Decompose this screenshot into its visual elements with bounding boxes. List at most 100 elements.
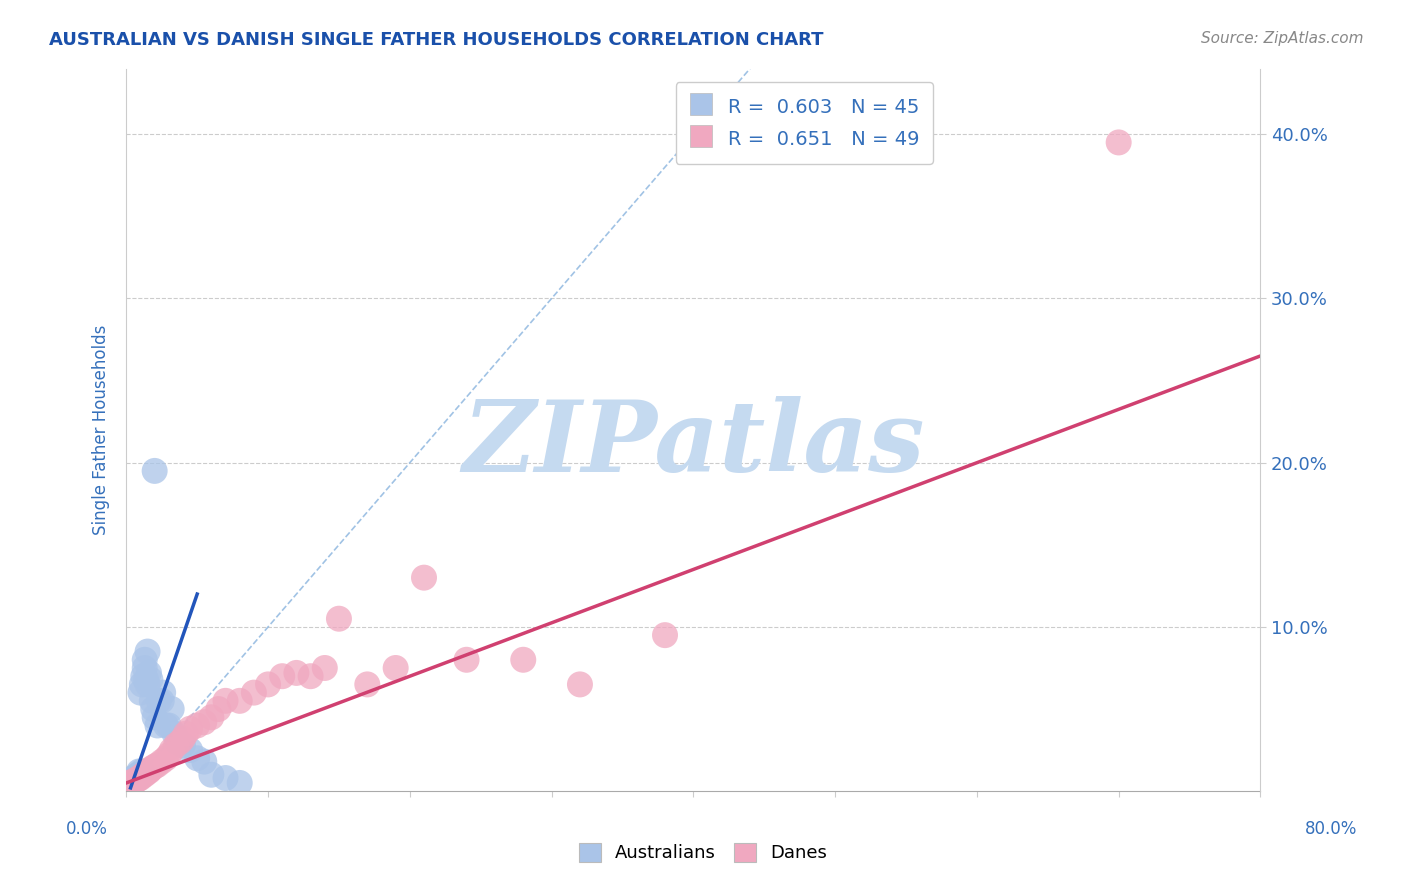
Point [136,644,159,658]
Point [127,772,149,787]
Point [120,776,142,790]
Point [138,665,160,680]
Point [124,772,146,787]
Point [243,685,266,699]
Point [134,653,156,667]
Point [193,755,215,769]
Point [127,771,149,785]
Point [200,710,222,724]
Point [169,735,191,749]
Text: 80.0%: 80.0% [1305,820,1358,838]
Point [314,661,336,675]
Point [568,677,591,691]
Point [200,768,222,782]
Point [186,718,208,732]
Point [134,768,156,782]
Point [152,685,174,699]
Legend: R =  0.603   N = 45, R =  0.651   N = 49: R = 0.603 N = 45, R = 0.651 N = 49 [675,82,934,164]
Point [124,774,146,789]
Point [384,661,406,675]
Point [257,677,280,691]
Point [136,764,159,779]
Point [157,718,180,732]
Point [186,751,208,765]
Point [122,771,145,785]
Point [124,774,146,789]
Point [193,715,215,730]
Point [121,776,143,790]
Y-axis label: Single Father Households: Single Father Households [93,325,110,535]
Point [127,768,149,782]
Point [148,694,170,708]
Point [299,669,322,683]
Point [146,718,169,732]
Point [118,776,141,790]
Point [228,776,250,790]
Point [157,747,180,762]
Point [172,731,194,746]
Point [328,612,350,626]
Point [163,727,186,741]
Point [125,772,148,787]
Point [155,751,177,765]
Point [136,677,159,691]
Text: 0.0%: 0.0% [66,820,108,838]
Point [271,669,294,683]
Point [172,738,194,752]
Point [129,771,152,785]
Point [135,673,157,687]
Point [131,764,153,779]
Point [512,653,534,667]
Point [413,571,436,585]
Point [139,763,162,777]
Point [160,702,183,716]
Point [132,768,155,782]
Point [125,769,148,783]
Point [174,727,197,741]
Point [155,718,177,732]
Point [207,702,229,716]
Point [122,776,145,790]
Point [128,769,150,783]
Point [150,755,173,769]
Point [118,776,141,790]
Point [143,710,166,724]
Text: AUSTRALIAN VS DANISH SINGLE FATHER HOUSEHOLDS CORRELATION CHART: AUSTRALIAN VS DANISH SINGLE FATHER HOUSE… [49,31,824,49]
Point [122,774,145,789]
Point [214,771,236,785]
Point [141,761,163,775]
Point [285,665,308,680]
Point [142,702,165,716]
Point [1108,136,1130,150]
Point [160,743,183,757]
Point [143,759,166,773]
Point [165,738,187,752]
Point [654,628,676,642]
Point [166,735,188,749]
Point [125,772,148,787]
Point [131,677,153,691]
Text: ZIPatlas: ZIPatlas [463,396,925,492]
Point [228,694,250,708]
Point [139,673,162,687]
Point [129,768,152,782]
Point [132,669,155,683]
Point [135,766,157,780]
Legend: Australians, Danes: Australians, Danes [572,836,834,870]
Point [214,694,236,708]
Text: Source: ZipAtlas.com: Source: ZipAtlas.com [1201,31,1364,46]
Point [146,757,169,772]
Point [150,694,173,708]
Point [356,677,378,691]
Point [120,776,142,790]
Point [129,685,152,699]
Point [456,653,478,667]
Point [131,769,153,783]
Point [141,694,163,708]
Point [143,464,166,478]
Point [128,764,150,779]
Point [179,722,201,736]
Point [134,661,156,675]
Point [121,776,143,790]
Point [128,771,150,785]
